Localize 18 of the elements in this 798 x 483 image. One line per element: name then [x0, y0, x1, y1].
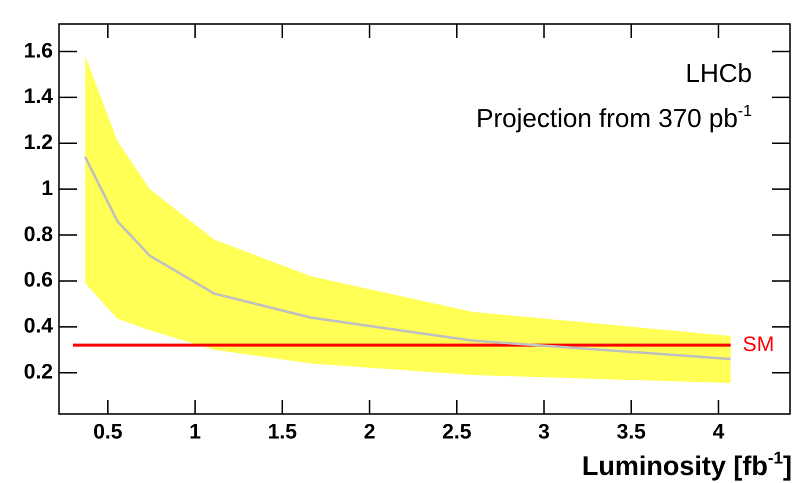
x-tick-label: 2.5	[442, 420, 472, 444]
y-tick-label: 0.6	[24, 268, 53, 292]
x-tick-label: 0.5	[93, 420, 123, 444]
annotation: LHCb	[686, 58, 752, 88]
y-tick-label: 0.8	[24, 222, 54, 246]
x-tick-label: 2	[364, 420, 376, 444]
y-tick-label: 1.4	[24, 85, 54, 108]
series-label: SM	[742, 332, 774, 356]
y-tick-label: 0.2	[24, 360, 53, 384]
x-tick-label: 3	[538, 420, 550, 444]
y-tick-label: 1	[41, 176, 54, 200]
x-tick-label: 3.5	[616, 420, 646, 444]
y-tick-label: 1.6	[24, 39, 53, 62]
y-tick-label: 0.4	[24, 314, 54, 338]
x-tick-label: 1	[189, 420, 202, 444]
x-tick-label: 1.5	[268, 420, 298, 444]
y-tick-label: 1.2	[24, 131, 53, 154]
x-tick-label: 4	[712, 420, 725, 444]
